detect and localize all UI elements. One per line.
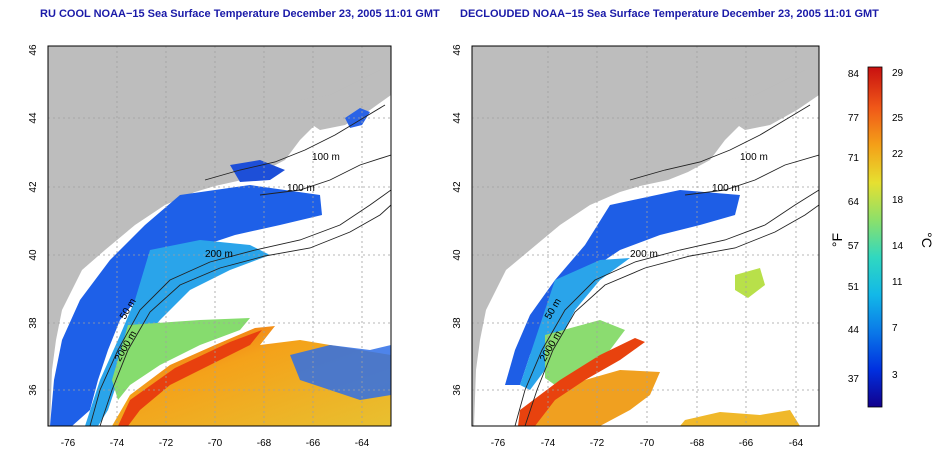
left-x-axis: -76 -74 -72 -70 -68 -66 -64 — [61, 438, 370, 449]
c-tick-label: 22 — [892, 149, 904, 160]
celsius-axis-label: °C — [919, 232, 935, 248]
y-tick-label: 38 — [28, 317, 39, 329]
left-map-panel: 100 m 100 m 200 m 50 m 2000 m -76 -74 -7… — [28, 44, 392, 449]
sst-south-patch — [680, 410, 800, 426]
sst-gulf-stream — [530, 370, 660, 426]
celsius-ticks: 29 25 22 18 14 11 7 3 — [892, 68, 904, 381]
x-tick-label: -74 — [110, 438, 125, 449]
y-tick-label: 46 — [452, 44, 463, 56]
left-panel-title: RU COOL NOAA−15 Sea Surface Temperature … — [40, 8, 440, 20]
c-tick-label: 18 — [892, 195, 904, 206]
sst-slope — [545, 320, 625, 385]
y-tick-label: 38 — [452, 317, 463, 329]
y-tick-label: 46 — [28, 44, 39, 56]
x-tick-label: -68 — [257, 438, 272, 449]
c-tick-label: 25 — [892, 113, 904, 124]
f-tick-label: 37 — [848, 374, 860, 385]
c-tick-label: 29 — [892, 68, 904, 79]
right-panel-title: DECLOUDED NOAA−15 Sea Surface Temperatur… — [460, 8, 879, 20]
sst-gulf-stream-core — [518, 338, 645, 426]
land-mass — [48, 46, 391, 426]
y-tick-label: 36 — [28, 384, 39, 396]
x-tick-label: -66 — [306, 438, 321, 449]
y-tick-label: 42 — [452, 181, 463, 193]
sst-cold-shelf — [505, 190, 740, 385]
contour-label: 100 m — [287, 183, 315, 194]
x-tick-label: -70 — [640, 438, 655, 449]
left-plot-frame — [47, 45, 392, 427]
x-tick-label: -74 — [541, 438, 556, 449]
temperature-colorbar: 84 77 71 64 57 51 44 37 29 25 22 18 14 1… — [829, 66, 935, 408]
c-tick-label: 14 — [892, 241, 904, 252]
sst-gulf-maine-patch — [345, 108, 370, 128]
colorbar-gradient — [867, 66, 883, 408]
contour-label: 100 m — [312, 152, 340, 163]
sst-offshore-patches — [290, 345, 391, 400]
x-tick-label: -68 — [690, 438, 705, 449]
left-bathymetry-contours — [89, 104, 391, 426]
x-tick-label: -64 — [355, 438, 370, 449]
f-tick-label: 64 — [848, 197, 860, 208]
nova-scotia — [300, 66, 391, 130]
left-y-axis: 36 38 40 42 44 46 — [28, 44, 39, 396]
contour-label: 200 m — [205, 249, 233, 260]
nova-scotia — [725, 66, 819, 130]
f-tick-label: 44 — [848, 325, 860, 336]
sst-cold-shelf — [50, 185, 322, 426]
c-tick-label: 3 — [892, 370, 898, 381]
y-tick-label: 42 — [28, 181, 39, 193]
sst-warm-eddy — [735, 268, 765, 298]
f-tick-label: 71 — [848, 153, 860, 164]
right-map-panel: 100 m 100 m 200 m 50 m 2000 m -76 -74 -7… — [452, 44, 820, 449]
f-tick-label: 84 — [848, 69, 860, 80]
y-tick-label: 44 — [28, 112, 39, 124]
sst-north-patch — [230, 160, 285, 182]
x-tick-label: -72 — [590, 438, 605, 449]
x-tick-label: -66 — [739, 438, 754, 449]
x-tick-label: -72 — [159, 438, 174, 449]
contour-label: 100 m — [740, 152, 768, 163]
y-tick-label: 40 — [28, 249, 39, 261]
land-mass — [472, 46, 819, 426]
right-plot-frame — [471, 45, 820, 427]
x-tick-label: -76 — [491, 438, 506, 449]
sst-slope — [112, 318, 250, 400]
right-bathymetry-contours — [514, 104, 819, 426]
right-y-axis: 36 38 40 42 44 46 — [452, 44, 463, 396]
contour-label: 100 m — [712, 183, 740, 194]
y-tick-label: 36 — [452, 384, 463, 396]
c-tick-label: 11 — [892, 277, 903, 288]
fahrenheit-axis-label: °F — [829, 233, 845, 247]
x-tick-label: -70 — [208, 438, 223, 449]
x-tick-label: -64 — [789, 438, 804, 449]
x-tick-label: -76 — [61, 438, 76, 449]
f-tick-label: 57 — [848, 241, 860, 252]
sst-gulf-stream-core — [118, 330, 262, 426]
fahrenheit-ticks: 84 77 71 64 57 51 44 37 — [848, 69, 860, 385]
y-tick-label: 40 — [452, 249, 463, 261]
f-tick-label: 51 — [848, 282, 860, 293]
f-tick-label: 77 — [848, 113, 860, 124]
left-gridlines — [48, 46, 391, 426]
right-x-axis: -76 -74 -72 -70 -68 -66 -64 — [491, 438, 804, 449]
y-tick-label: 44 — [452, 112, 463, 124]
contour-label: 200 m — [630, 249, 658, 260]
c-tick-label: 7 — [892, 323, 898, 334]
sst-mid-shelf — [85, 240, 270, 426]
